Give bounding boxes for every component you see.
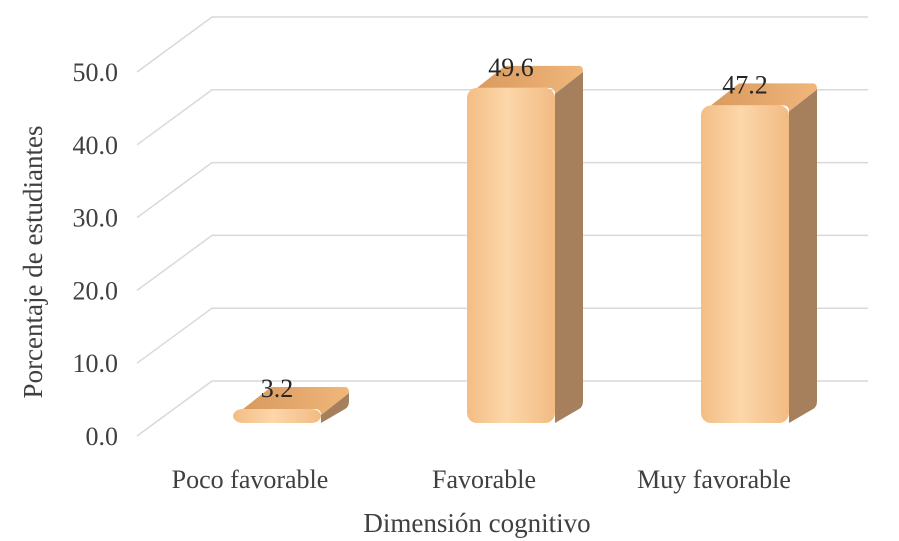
bar-top — [477, 65, 583, 94]
bar-front — [467, 87, 555, 424]
y-tick-label: 30.0 — [73, 204, 119, 233]
gridlines — [136, 16, 868, 437]
bar-side — [321, 393, 349, 423]
gridline — [136, 161, 868, 219]
x-category-label: Poco favorable — [172, 465, 329, 494]
data-label: 47.2 — [722, 70, 768, 99]
bar — [701, 83, 817, 423]
x-category-label: Muy favorable — [637, 465, 791, 494]
data-label: 49.6 — [488, 53, 534, 82]
y-tick-label: 10.0 — [73, 349, 119, 378]
bar-front — [701, 105, 789, 423]
gridline — [136, 234, 868, 292]
y-tick-label: 20.0 — [73, 276, 119, 305]
y-axis-title: Porcentaje de estudiantes — [18, 126, 48, 399]
bar-top — [711, 83, 817, 112]
bar-front — [233, 409, 321, 423]
x-axis-title: Dimensión cognitivo — [363, 508, 590, 538]
y-tick-label: 50.0 — [73, 58, 119, 87]
y-tick-label: 40.0 — [73, 131, 119, 160]
bar-top — [243, 387, 349, 415]
gridline — [136, 89, 868, 146]
gridline — [136, 307, 868, 364]
data-labels: 3.2 49.6 47.2 — [261, 53, 768, 403]
y-axis-ticks: 0.0 10.0 20.0 30.0 40.0 50.0 — [73, 58, 119, 451]
gridline — [136, 380, 868, 437]
data-label: 3.2 — [261, 374, 294, 403]
bar — [233, 387, 349, 423]
gridline — [136, 16, 868, 73]
x-axis-categories: Poco favorable Favorable Muy favorable — [172, 465, 791, 494]
bars — [233, 65, 817, 424]
bar — [467, 65, 583, 424]
bar-side — [789, 89, 817, 423]
x-category-label: Favorable — [432, 465, 536, 494]
y-tick-label: 0.0 — [86, 422, 119, 451]
bar-side — [555, 71, 583, 424]
